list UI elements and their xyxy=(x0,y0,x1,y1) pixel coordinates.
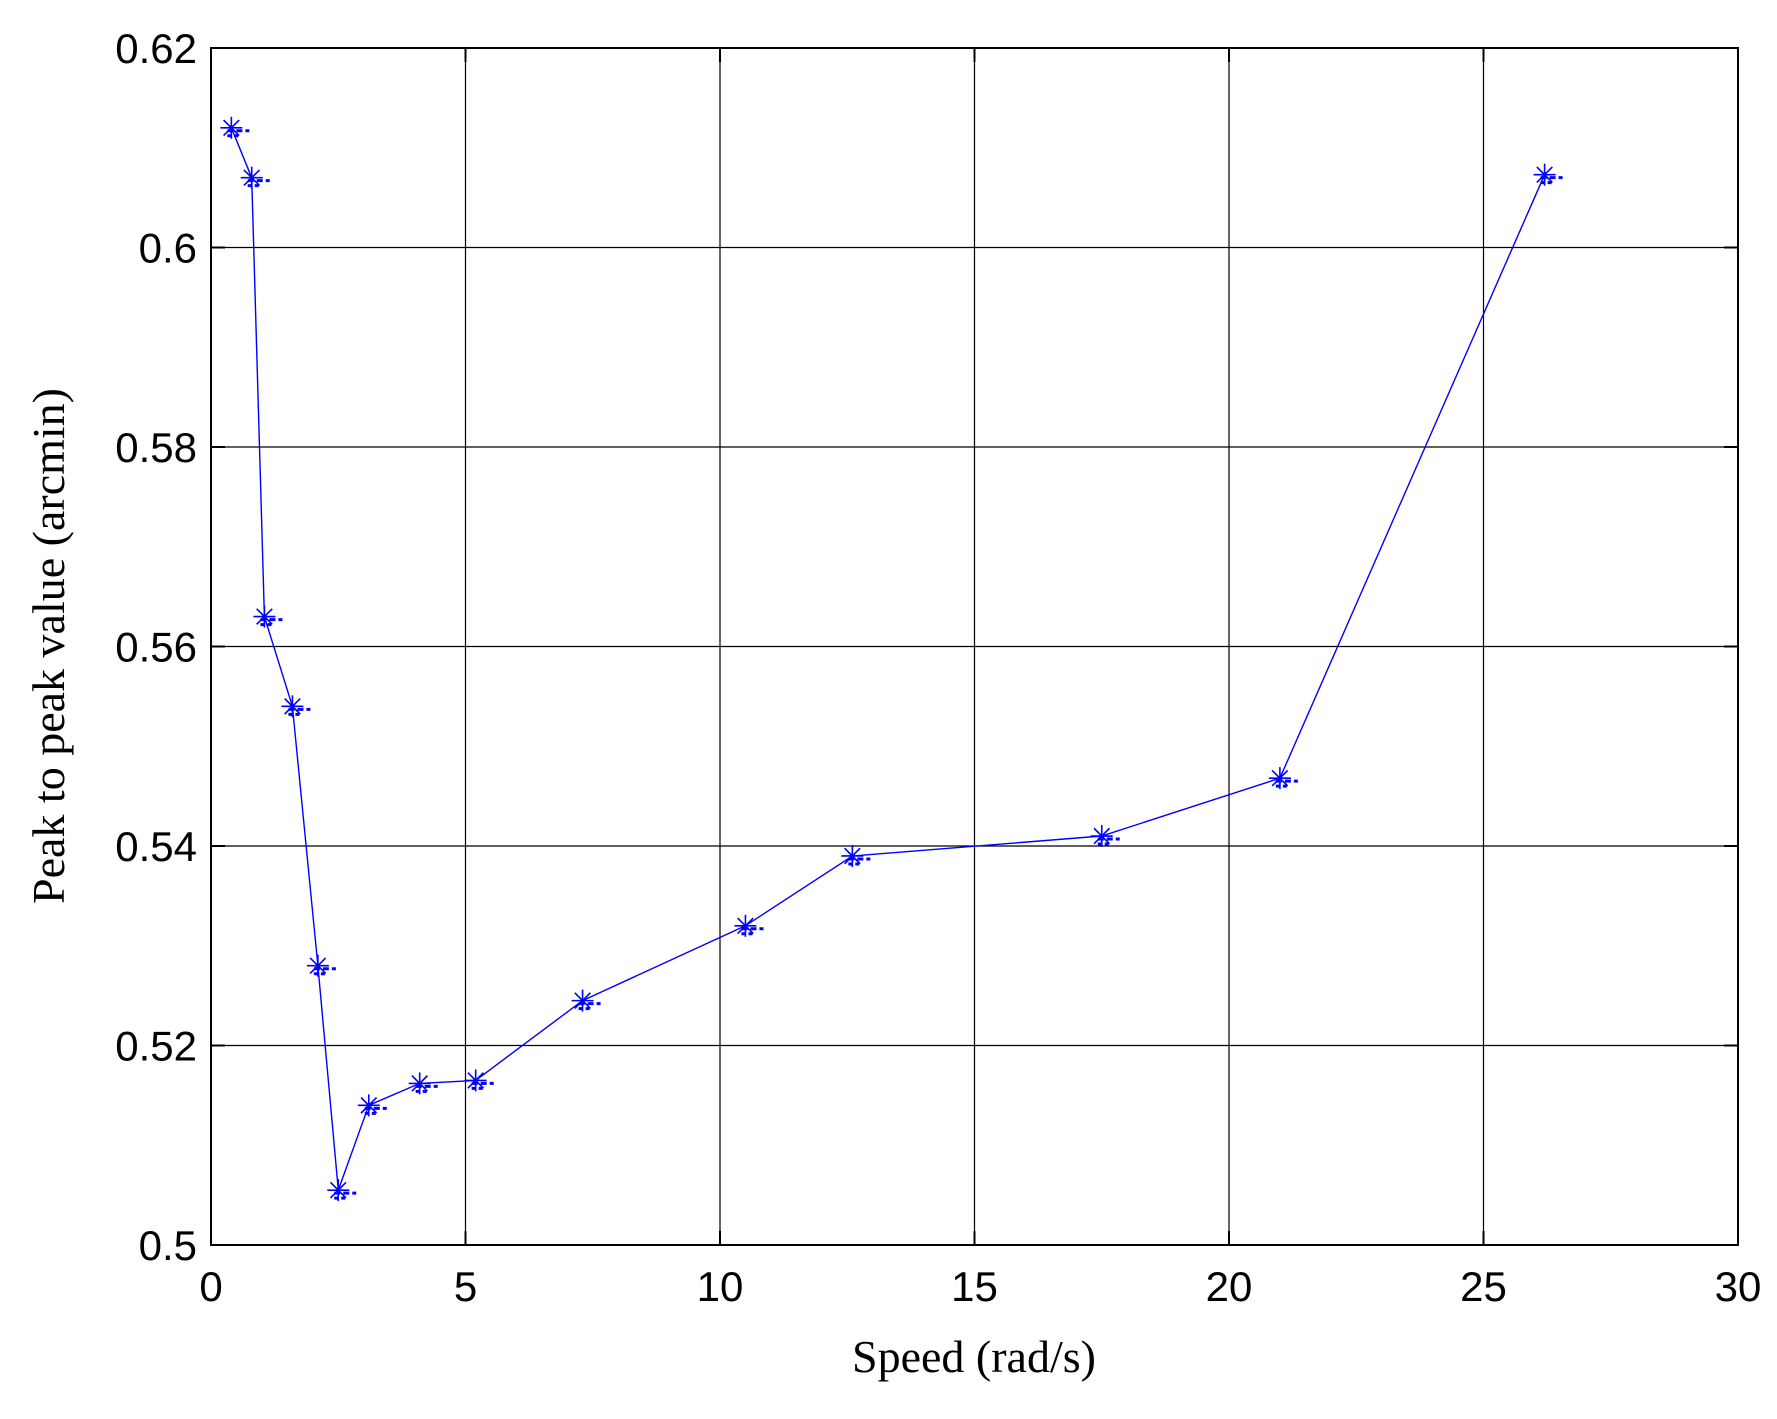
data-series xyxy=(220,116,1563,1202)
x-tick-label: 30 xyxy=(1715,1263,1762,1310)
grid-lines xyxy=(211,48,1738,1245)
data-point-marker xyxy=(1090,825,1120,848)
data-point-marker xyxy=(281,695,311,718)
data-point-marker xyxy=(464,1069,494,1092)
data-point-marker xyxy=(408,1072,438,1095)
x-tick-label: 5 xyxy=(454,1263,477,1310)
x-tick-label: 15 xyxy=(951,1263,998,1310)
y-tick-label: 0.5 xyxy=(139,1222,197,1269)
y-tick-labels: 0.5 0.52 0.54 0.56 0.58 0.6 0.62 xyxy=(115,25,197,1269)
x-tick-labels: 0 5 10 15 20 25 30 xyxy=(199,1263,1761,1310)
data-point-marker xyxy=(571,989,601,1012)
y-tick-label: 0.58 xyxy=(115,424,197,471)
x-tick-label: 10 xyxy=(697,1263,744,1310)
y-axis-title: Peak to peak value (arcmin) xyxy=(23,388,74,904)
data-point-marker xyxy=(357,1094,387,1117)
data-point-marker xyxy=(1268,767,1298,790)
x-axis-title: Speed (rad/s) xyxy=(852,1331,1096,1382)
data-point-marker xyxy=(841,844,871,867)
plot-frame xyxy=(210,47,1739,1246)
data-point-marker xyxy=(253,605,283,628)
y-tick-label: 0.54 xyxy=(115,823,197,870)
data-point-marker xyxy=(306,954,336,977)
data-point-marker xyxy=(734,914,764,937)
y-tick-label: 0.52 xyxy=(115,1023,197,1070)
x-tick-label: 25 xyxy=(1460,1263,1507,1310)
y-tick-label: 0.56 xyxy=(115,624,197,671)
data-point-marker xyxy=(240,166,270,189)
data-point-marker xyxy=(220,116,250,139)
y-tick-label: 0.6 xyxy=(139,225,197,272)
x-tick-label: 0 xyxy=(199,1263,222,1310)
data-point-marker xyxy=(1533,163,1563,186)
data-point-marker xyxy=(327,1179,357,1202)
x-tick-label: 20 xyxy=(1206,1263,1253,1310)
y-tick-label: 0.62 xyxy=(115,25,197,72)
